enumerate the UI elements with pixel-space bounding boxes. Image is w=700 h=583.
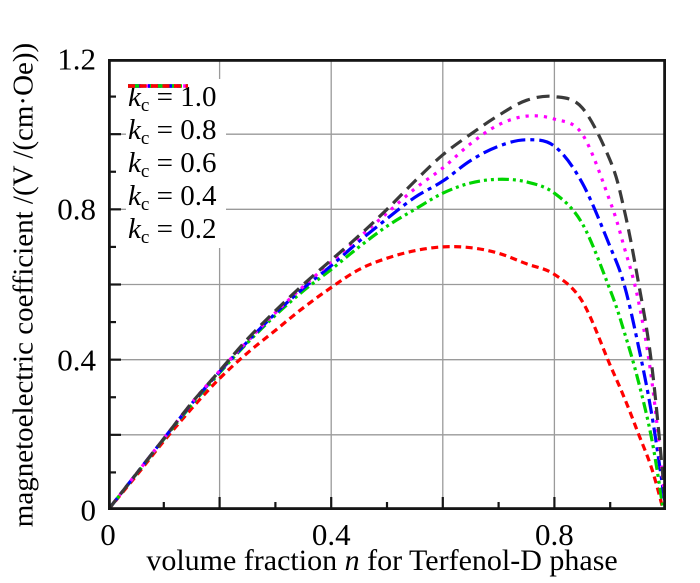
x-axis-title: volume fraction n for Terfenol-D phase xyxy=(146,546,617,576)
y-tick-label-0.4: 0.4 xyxy=(57,342,96,378)
x-axis-title-pre: volume fraction xyxy=(146,544,345,577)
x-tick-label-0.8: 0.8 xyxy=(535,517,574,552)
gridlines xyxy=(108,59,666,510)
y-tick-label-0: 0 xyxy=(80,492,97,528)
legend-label: kc = 0.8 xyxy=(128,114,217,149)
x-axis-title-italic-n: n xyxy=(344,544,360,577)
legend-sample-line xyxy=(128,84,188,88)
x-tick-label-0.4: 0.4 xyxy=(311,517,351,552)
y-tick-label-0.8: 0.8 xyxy=(57,191,96,227)
legend: kc = 1.0 kc = 0.8 kc = 0.6 kc = 0.4 kc = 0.2 xyxy=(126,79,227,248)
plot-area: kc = 1.0 kc = 0.8 kc = 0.6 kc = 0.4 kc = 0.2 xyxy=(107,58,667,511)
plot-border xyxy=(107,58,667,511)
y-axis-title-text: magnetoelectric coefficient /(V /(cm·Oe)… xyxy=(7,42,40,528)
legend-item-kc0.6: kc = 0.6 xyxy=(128,84,217,182)
legend-item-kc0.8: kc = 0.8 xyxy=(128,84,217,149)
legend-label: kc = 0.4 xyxy=(128,180,217,215)
legend-label: kc = 0.6 xyxy=(128,147,217,182)
x-tick-label-0: 0 xyxy=(100,517,116,552)
curve-kc0.4 xyxy=(108,177,665,510)
legend-item-kc0.4: kc = 0.4 xyxy=(128,84,217,215)
curve-kc0.8 xyxy=(108,114,666,510)
legend-label: kc = 0.2 xyxy=(128,213,217,248)
x-axis-title-post: for Terfenol-D phase xyxy=(359,544,618,577)
axis-ticks xyxy=(108,95,612,510)
plot-canvas xyxy=(107,58,667,511)
curves xyxy=(108,94,666,510)
y-tick-label-1.2: 1.2 xyxy=(57,41,96,77)
curve-kc1.0 xyxy=(108,94,666,510)
legend-item-kc0.2: kc = 0.2 xyxy=(128,84,217,248)
y-axis-title: magnetoelectric coefficient /(V /(cm·Oe)… xyxy=(7,42,40,528)
curve-kc0.2 xyxy=(108,245,665,510)
